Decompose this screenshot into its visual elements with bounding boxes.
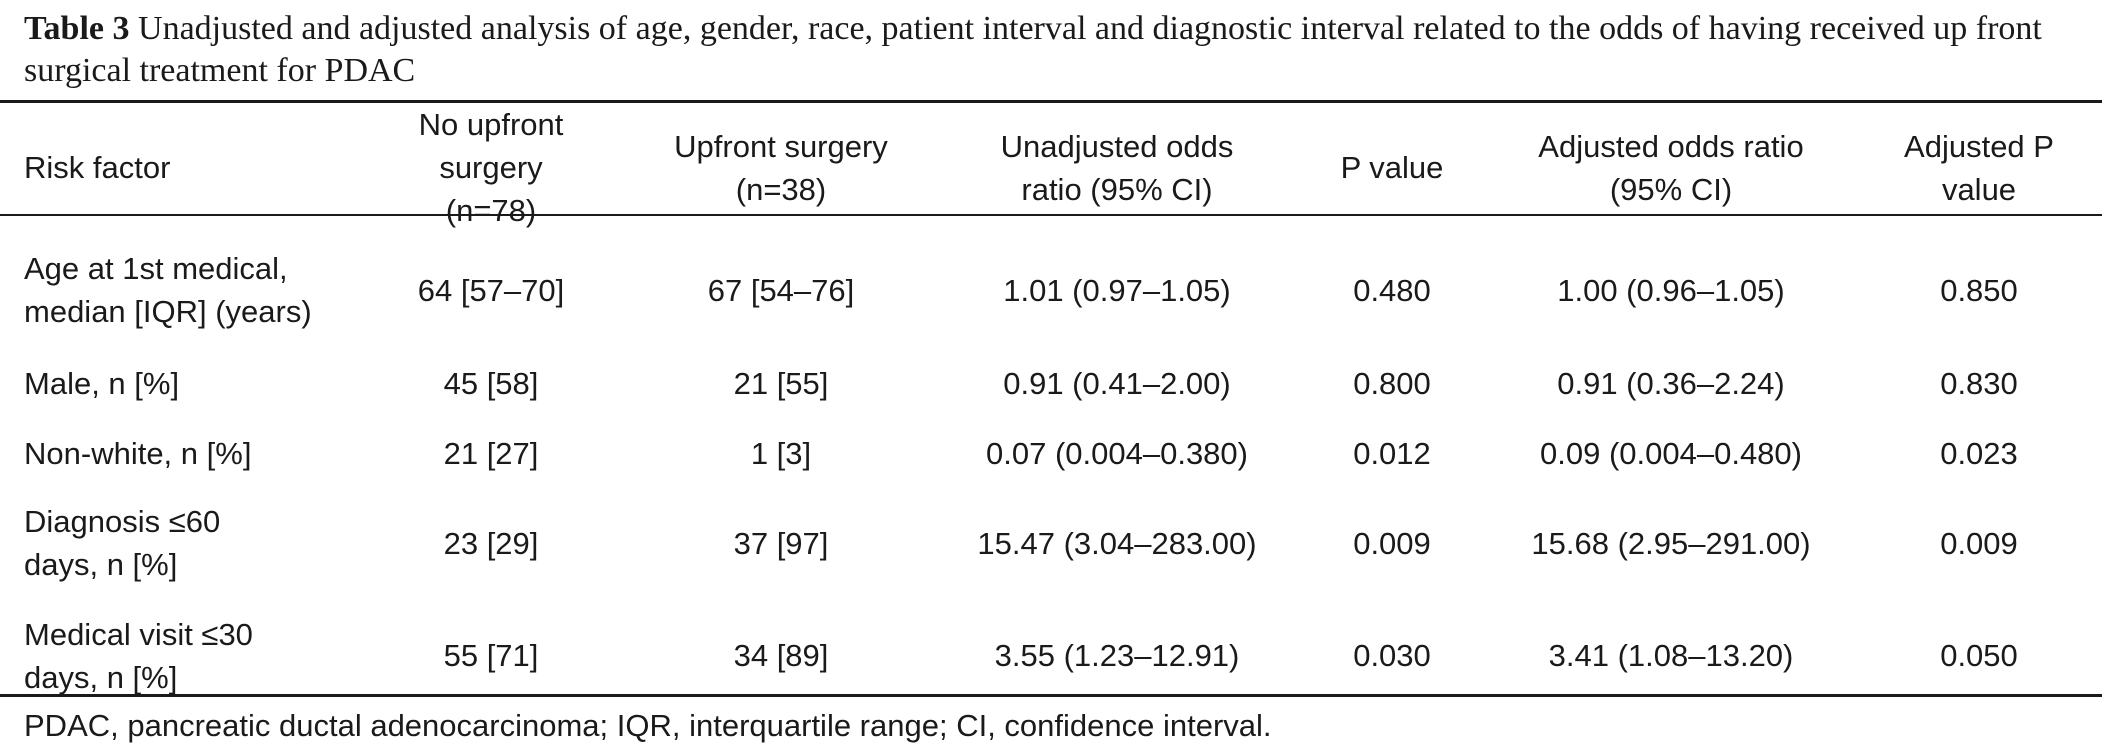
header-unadjusted-odds-ratio: Unadjusted odds ratio (95% CI) xyxy=(1000,128,1234,207)
table-row: Male, n [%] 45 [58] 21 [55] 0.91 (0.41–2… xyxy=(0,348,2102,418)
cell-unadjusted-or: 15.47 (3.04–283.00) xyxy=(977,525,1257,561)
table-row: Diagnosis ≤60 days, n [%] 23 [29] 37 [97… xyxy=(0,488,2102,598)
cell-adjusted-or: 1.00 (0.96–1.05) xyxy=(1557,272,1785,308)
table-row: Age at 1st medical, median [IQR] (years)… xyxy=(0,232,2102,348)
cell-upfront: 34 [89] xyxy=(733,638,829,673)
cell-no-upfront: 55 [71] xyxy=(443,638,539,673)
header-p-value: P value xyxy=(1340,150,1444,185)
cell-upfront: 37 [97] xyxy=(733,525,829,561)
bottom-rule xyxy=(0,694,2102,697)
cell-adjusted-or: 0.91 (0.36–2.24) xyxy=(1557,365,1785,401)
cell-adjusted-p: 0.850 xyxy=(1940,272,2018,308)
cell-p-value: 0.030 xyxy=(1353,638,1431,673)
cell-risk-factor: Diagnosis ≤60 days, n [%] xyxy=(24,504,221,582)
cell-no-upfront: 45 [58] xyxy=(443,365,539,401)
cell-adjusted-or: 15.68 (2.95–291.00) xyxy=(1531,525,1811,561)
cell-upfront: 21 [55] xyxy=(733,365,829,401)
cell-p-value: 0.800 xyxy=(1353,365,1431,401)
cell-adjusted-p: 0.023 xyxy=(1940,435,2018,471)
header-upfront-surgery: Upfront surgery (n=38) xyxy=(674,128,888,207)
top-rule xyxy=(0,100,2102,103)
cell-adjusted-or: 0.09 (0.004–0.480) xyxy=(1540,435,1802,471)
cell-adjusted-or: 3.41 (1.08–13.20) xyxy=(1548,638,1794,673)
table-row: Medical visit ≤30 days, n [%] 55 [71] 34… xyxy=(0,598,2102,713)
cell-risk-factor: Age at 1st medical, median [IQR] (years) xyxy=(24,251,312,329)
cell-unadjusted-or: 3.55 (1.23–12.91) xyxy=(994,638,1240,673)
cell-adjusted-p: 0.830 xyxy=(1940,365,2018,401)
cell-p-value: 0.009 xyxy=(1353,525,1431,561)
cell-adjusted-p: 0.009 xyxy=(1940,525,2018,561)
header-no-upfront-surgery: No upfront surgery (n=78) xyxy=(418,107,564,228)
cell-no-upfront: 64 [57–70] xyxy=(417,272,565,308)
table-caption-text: Unadjusted and adjusted analysis of age,… xyxy=(24,10,2042,89)
cell-no-upfront: 21 [27] xyxy=(443,435,539,471)
table-row: Non-white, n [%] 21 [27] 1 [3] 0.07 (0.0… xyxy=(0,418,2102,488)
table-footnote: PDAC, pancreatic ductal adenocarcinoma; … xyxy=(24,708,1272,743)
header-rule xyxy=(0,214,2102,216)
table-caption: Table 3 Unadjusted and adjusted analysis… xyxy=(24,8,2084,92)
cell-p-value: 0.012 xyxy=(1353,435,1431,471)
header-row: Risk factor No upfront surgery (n=78) Up… xyxy=(0,103,2102,232)
cell-upfront: 67 [54–76] xyxy=(707,272,855,308)
header-risk-factor: Risk factor xyxy=(24,150,171,185)
cell-risk-factor: Non-white, n [%] xyxy=(24,435,252,471)
table-caption-label: Table 3 xyxy=(24,10,130,47)
header-adjusted-p-value: Adjusted P value xyxy=(1904,128,2054,207)
cell-risk-factor: Medical visit ≤30 days, n [%] xyxy=(24,616,253,695)
cell-risk-factor: Male, n [%] xyxy=(24,365,180,401)
cell-unadjusted-or: 0.91 (0.41–2.00) xyxy=(1003,365,1231,401)
cell-unadjusted-or: 0.07 (0.004–0.380) xyxy=(986,435,1248,471)
cell-upfront: 1 [3] xyxy=(750,435,812,471)
cell-unadjusted-or: 1.01 (0.97–1.05) xyxy=(1003,272,1231,308)
cell-no-upfront: 23 [29] xyxy=(443,525,539,561)
cell-p-value: 0.480 xyxy=(1353,272,1431,308)
cell-adjusted-p: 0.050 xyxy=(1940,638,2018,673)
results-table: Risk factor No upfront surgery (n=78) Up… xyxy=(0,103,2102,713)
header-adjusted-odds-ratio: Adjusted odds ratio (95% CI) xyxy=(1538,128,1804,207)
